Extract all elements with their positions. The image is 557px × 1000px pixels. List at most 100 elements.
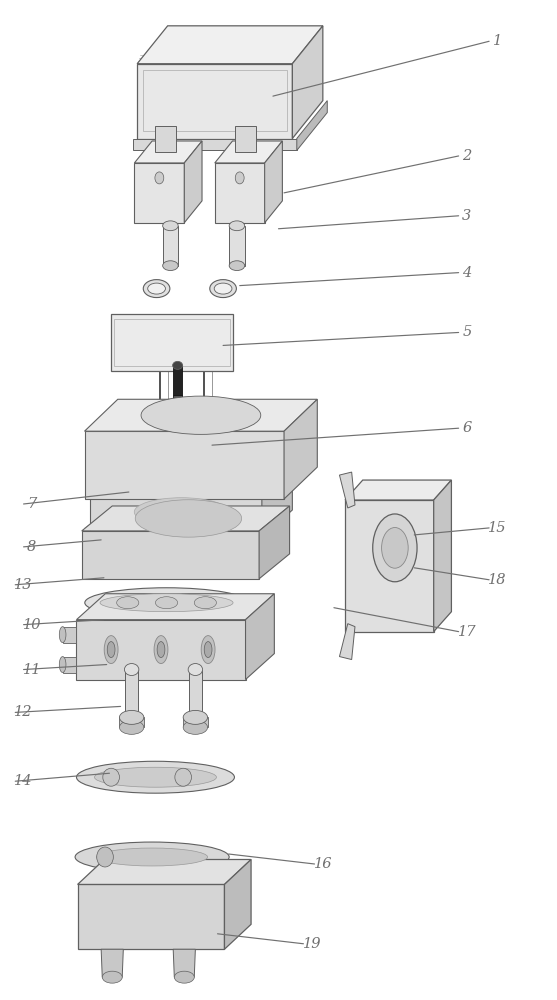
Text: 5: 5 [462,325,472,339]
Ellipse shape [102,971,122,983]
Polygon shape [155,126,176,152]
Ellipse shape [163,261,178,271]
Polygon shape [62,627,76,643]
Polygon shape [90,486,262,538]
Text: 3: 3 [462,209,472,223]
Ellipse shape [119,720,144,734]
Ellipse shape [119,710,144,724]
Polygon shape [229,226,245,266]
Polygon shape [189,670,202,729]
Text: 14: 14 [14,774,33,788]
Text: 16: 16 [314,857,332,871]
Ellipse shape [382,528,408,568]
Polygon shape [345,500,434,632]
Ellipse shape [124,664,139,676]
Ellipse shape [103,768,119,786]
Polygon shape [246,594,275,680]
Text: 2: 2 [462,149,472,163]
Ellipse shape [97,847,113,867]
Polygon shape [345,480,451,500]
Ellipse shape [155,597,178,609]
Polygon shape [77,884,224,949]
Polygon shape [90,458,292,486]
Polygon shape [82,531,259,579]
Polygon shape [215,141,282,163]
Ellipse shape [174,971,194,983]
Ellipse shape [194,597,217,609]
Ellipse shape [59,627,66,643]
Ellipse shape [148,283,165,294]
Polygon shape [119,717,144,727]
Polygon shape [76,594,275,620]
Ellipse shape [95,767,217,787]
Text: 18: 18 [488,573,507,587]
Polygon shape [173,395,182,405]
Ellipse shape [116,597,139,609]
Polygon shape [297,101,328,150]
Ellipse shape [97,848,208,866]
Ellipse shape [104,636,118,664]
Ellipse shape [214,283,232,294]
Polygon shape [85,399,317,431]
Text: 12: 12 [14,705,33,719]
Ellipse shape [135,500,242,537]
Ellipse shape [75,842,229,872]
Polygon shape [137,64,292,139]
Text: 4: 4 [462,266,472,280]
Ellipse shape [229,261,245,271]
Polygon shape [259,506,290,579]
Ellipse shape [157,642,165,658]
Polygon shape [215,163,265,223]
Polygon shape [184,141,202,223]
Ellipse shape [143,280,170,298]
Ellipse shape [59,657,66,673]
Polygon shape [173,365,182,395]
Ellipse shape [100,594,233,612]
Ellipse shape [229,221,245,231]
Ellipse shape [183,710,208,724]
Ellipse shape [154,636,168,664]
Text: 17: 17 [458,625,476,639]
Polygon shape [183,717,208,727]
Ellipse shape [76,761,234,793]
Polygon shape [224,859,251,949]
Polygon shape [284,399,317,499]
Polygon shape [77,859,251,884]
Polygon shape [137,26,323,64]
Ellipse shape [188,664,203,676]
Polygon shape [62,657,76,673]
Ellipse shape [204,642,212,658]
Polygon shape [111,314,233,371]
Polygon shape [76,620,246,680]
Ellipse shape [134,498,229,526]
Polygon shape [339,624,355,660]
Ellipse shape [201,636,215,664]
Text: 13: 13 [14,578,33,592]
Ellipse shape [141,396,261,434]
Polygon shape [85,431,284,499]
Polygon shape [292,26,323,139]
Text: 1: 1 [493,34,502,48]
Polygon shape [125,670,138,729]
Polygon shape [163,226,178,266]
Polygon shape [133,139,297,150]
Polygon shape [134,163,184,223]
Ellipse shape [163,221,178,231]
Polygon shape [434,480,451,632]
Text: 10: 10 [23,618,41,632]
Ellipse shape [108,642,115,658]
Text: 11: 11 [23,663,41,677]
Polygon shape [265,141,282,223]
Polygon shape [173,949,196,977]
Text: 6: 6 [462,421,472,435]
Text: 19: 19 [302,937,321,951]
Polygon shape [101,949,123,977]
Ellipse shape [155,172,164,184]
Polygon shape [262,458,292,538]
Ellipse shape [183,720,208,734]
Ellipse shape [210,280,236,298]
Text: 7: 7 [27,497,37,511]
Polygon shape [82,506,290,531]
Text: 15: 15 [488,521,507,535]
Ellipse shape [373,514,417,582]
